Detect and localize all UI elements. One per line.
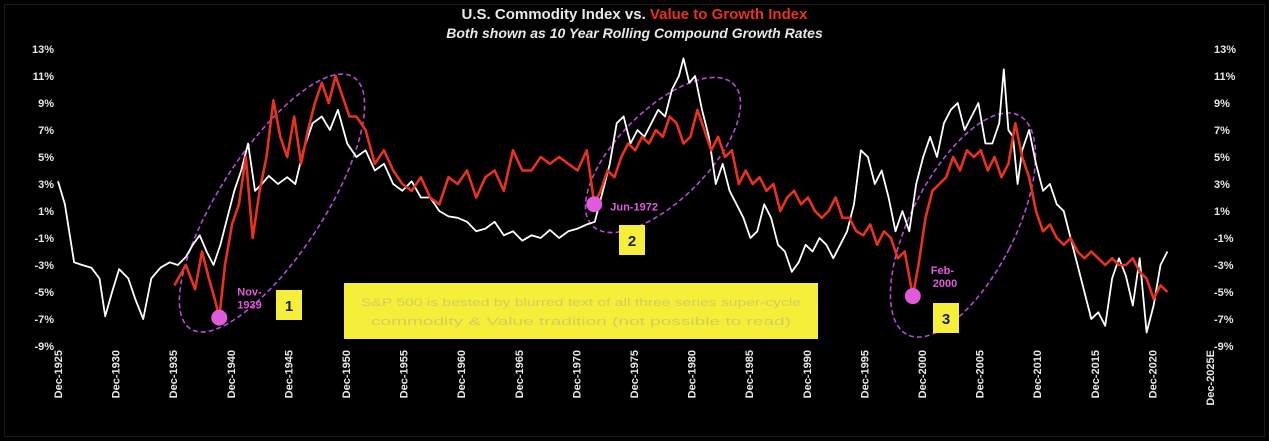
- y-tick-label-left: 13%: [32, 44, 54, 56]
- note-line: commodity & Value tradition (not possibl…: [371, 316, 791, 328]
- y-tick-label-right: -7%: [1214, 314, 1234, 326]
- annotation-dot: [904, 288, 921, 305]
- x-tick-label: Dec-1930: [111, 350, 123, 398]
- number-box-label: 2: [628, 233, 636, 250]
- x-tick-label: Dec-1960: [456, 350, 468, 398]
- x-tick-label: Dec-1955: [399, 350, 411, 398]
- y-tick-label-right: -3%: [1214, 260, 1234, 272]
- y-tick-label-right: 11%: [1214, 71, 1236, 83]
- y-tick-label-right: 5%: [1214, 152, 1230, 164]
- x-tick-label: Dec-1950: [341, 350, 353, 398]
- x-tick-label: Dec-2000: [917, 350, 929, 398]
- y-tick-label-right: 9%: [1214, 98, 1230, 110]
- annotation-label: 1939: [237, 300, 261, 312]
- x-tick-label: Dec-2005: [975, 350, 987, 398]
- chart-frame: [4, 4, 1265, 437]
- highlight-ellipse: [584, 76, 742, 234]
- y-tick-label-right: 13%: [1214, 44, 1236, 56]
- x-tick-label: Dec-1985: [744, 350, 756, 398]
- x-tick-label: Dec-1970: [571, 350, 583, 398]
- y-tick-label-right: -1%: [1214, 233, 1234, 245]
- number-box: [276, 290, 302, 320]
- annotation-label: 2000: [933, 278, 957, 290]
- y-tick-label-left: 11%: [33, 71, 55, 83]
- y-tick-label-right: 7%: [1214, 125, 1230, 137]
- y-tick-label-left: -7%: [34, 314, 54, 326]
- x-tick-label: Dec-1935: [168, 350, 180, 398]
- number-box: [933, 303, 959, 333]
- annotation-dot: [211, 309, 228, 326]
- note-box: [344, 283, 818, 339]
- x-tick-label: Dec-2015: [1090, 350, 1102, 398]
- highlight-ellipse: [889, 112, 1037, 338]
- value-growth-line: [173, 74, 1169, 319]
- note-line: S&P 500 is bested by blurred text of all…: [361, 297, 801, 309]
- number-box: [619, 225, 645, 255]
- annotation-label: Feb-: [931, 265, 955, 277]
- x-tick-label: Dec-1925: [53, 350, 65, 398]
- y-tick-label-right: -9%: [1214, 341, 1234, 353]
- y-tick-label-left: -5%: [34, 287, 54, 299]
- annotation-label: Nov-: [237, 287, 262, 299]
- y-tick-label-left: 9%: [38, 98, 54, 110]
- chart-title-block: U.S. Commodity Index vs. Value to Growth…: [0, 6, 1269, 41]
- y-tick-label-left: 1%: [38, 206, 54, 218]
- y-tick-label-left: -9%: [34, 341, 54, 353]
- title-value-growth: Value to Growth Index: [649, 6, 808, 23]
- x-tick-label: Dec-2020: [1147, 350, 1159, 398]
- chart-title: U.S. Commodity Index vs. Value to Growth…: [0, 6, 1269, 23]
- x-tick-label: Dec-2025E: [1205, 350, 1217, 406]
- y-tick-label-right: 3%: [1214, 179, 1230, 191]
- annotation-dot: [586, 196, 603, 213]
- y-tick-label-left: 7%: [38, 125, 54, 137]
- y-tick-label-left: -1%: [34, 233, 54, 245]
- y-tick-label-left: -3%: [34, 260, 54, 272]
- y-tick-label-right: -5%: [1214, 287, 1234, 299]
- x-tick-label: Dec-1940: [226, 350, 238, 398]
- y-tick-label-left: 3%: [38, 179, 54, 191]
- x-tick-label: Dec-1975: [629, 350, 641, 398]
- y-tick-label-right: 1%: [1214, 206, 1230, 218]
- x-tick-label: Dec-2010: [1032, 350, 1044, 398]
- highlight-ellipse: [178, 73, 366, 333]
- number-box-label: 1: [285, 298, 293, 315]
- title-commodity: U.S. Commodity Index vs.: [461, 6, 650, 23]
- annotation-label: Jun-1972: [610, 201, 658, 213]
- x-tick-label: Dec-1990: [802, 350, 814, 398]
- commodity-index-line: [57, 57, 1169, 334]
- chart-subtitle: Both shown as 10 Year Rolling Compound G…: [446, 25, 823, 41]
- x-tick-label: Dec-1965: [514, 350, 526, 398]
- x-tick-label: Dec-1980: [687, 350, 699, 398]
- y-tick-label-left: 5%: [38, 152, 54, 164]
- x-tick-label: Dec-1995: [859, 350, 871, 398]
- number-box-label: 3: [942, 311, 950, 328]
- x-tick-label: Dec-1945: [283, 350, 295, 398]
